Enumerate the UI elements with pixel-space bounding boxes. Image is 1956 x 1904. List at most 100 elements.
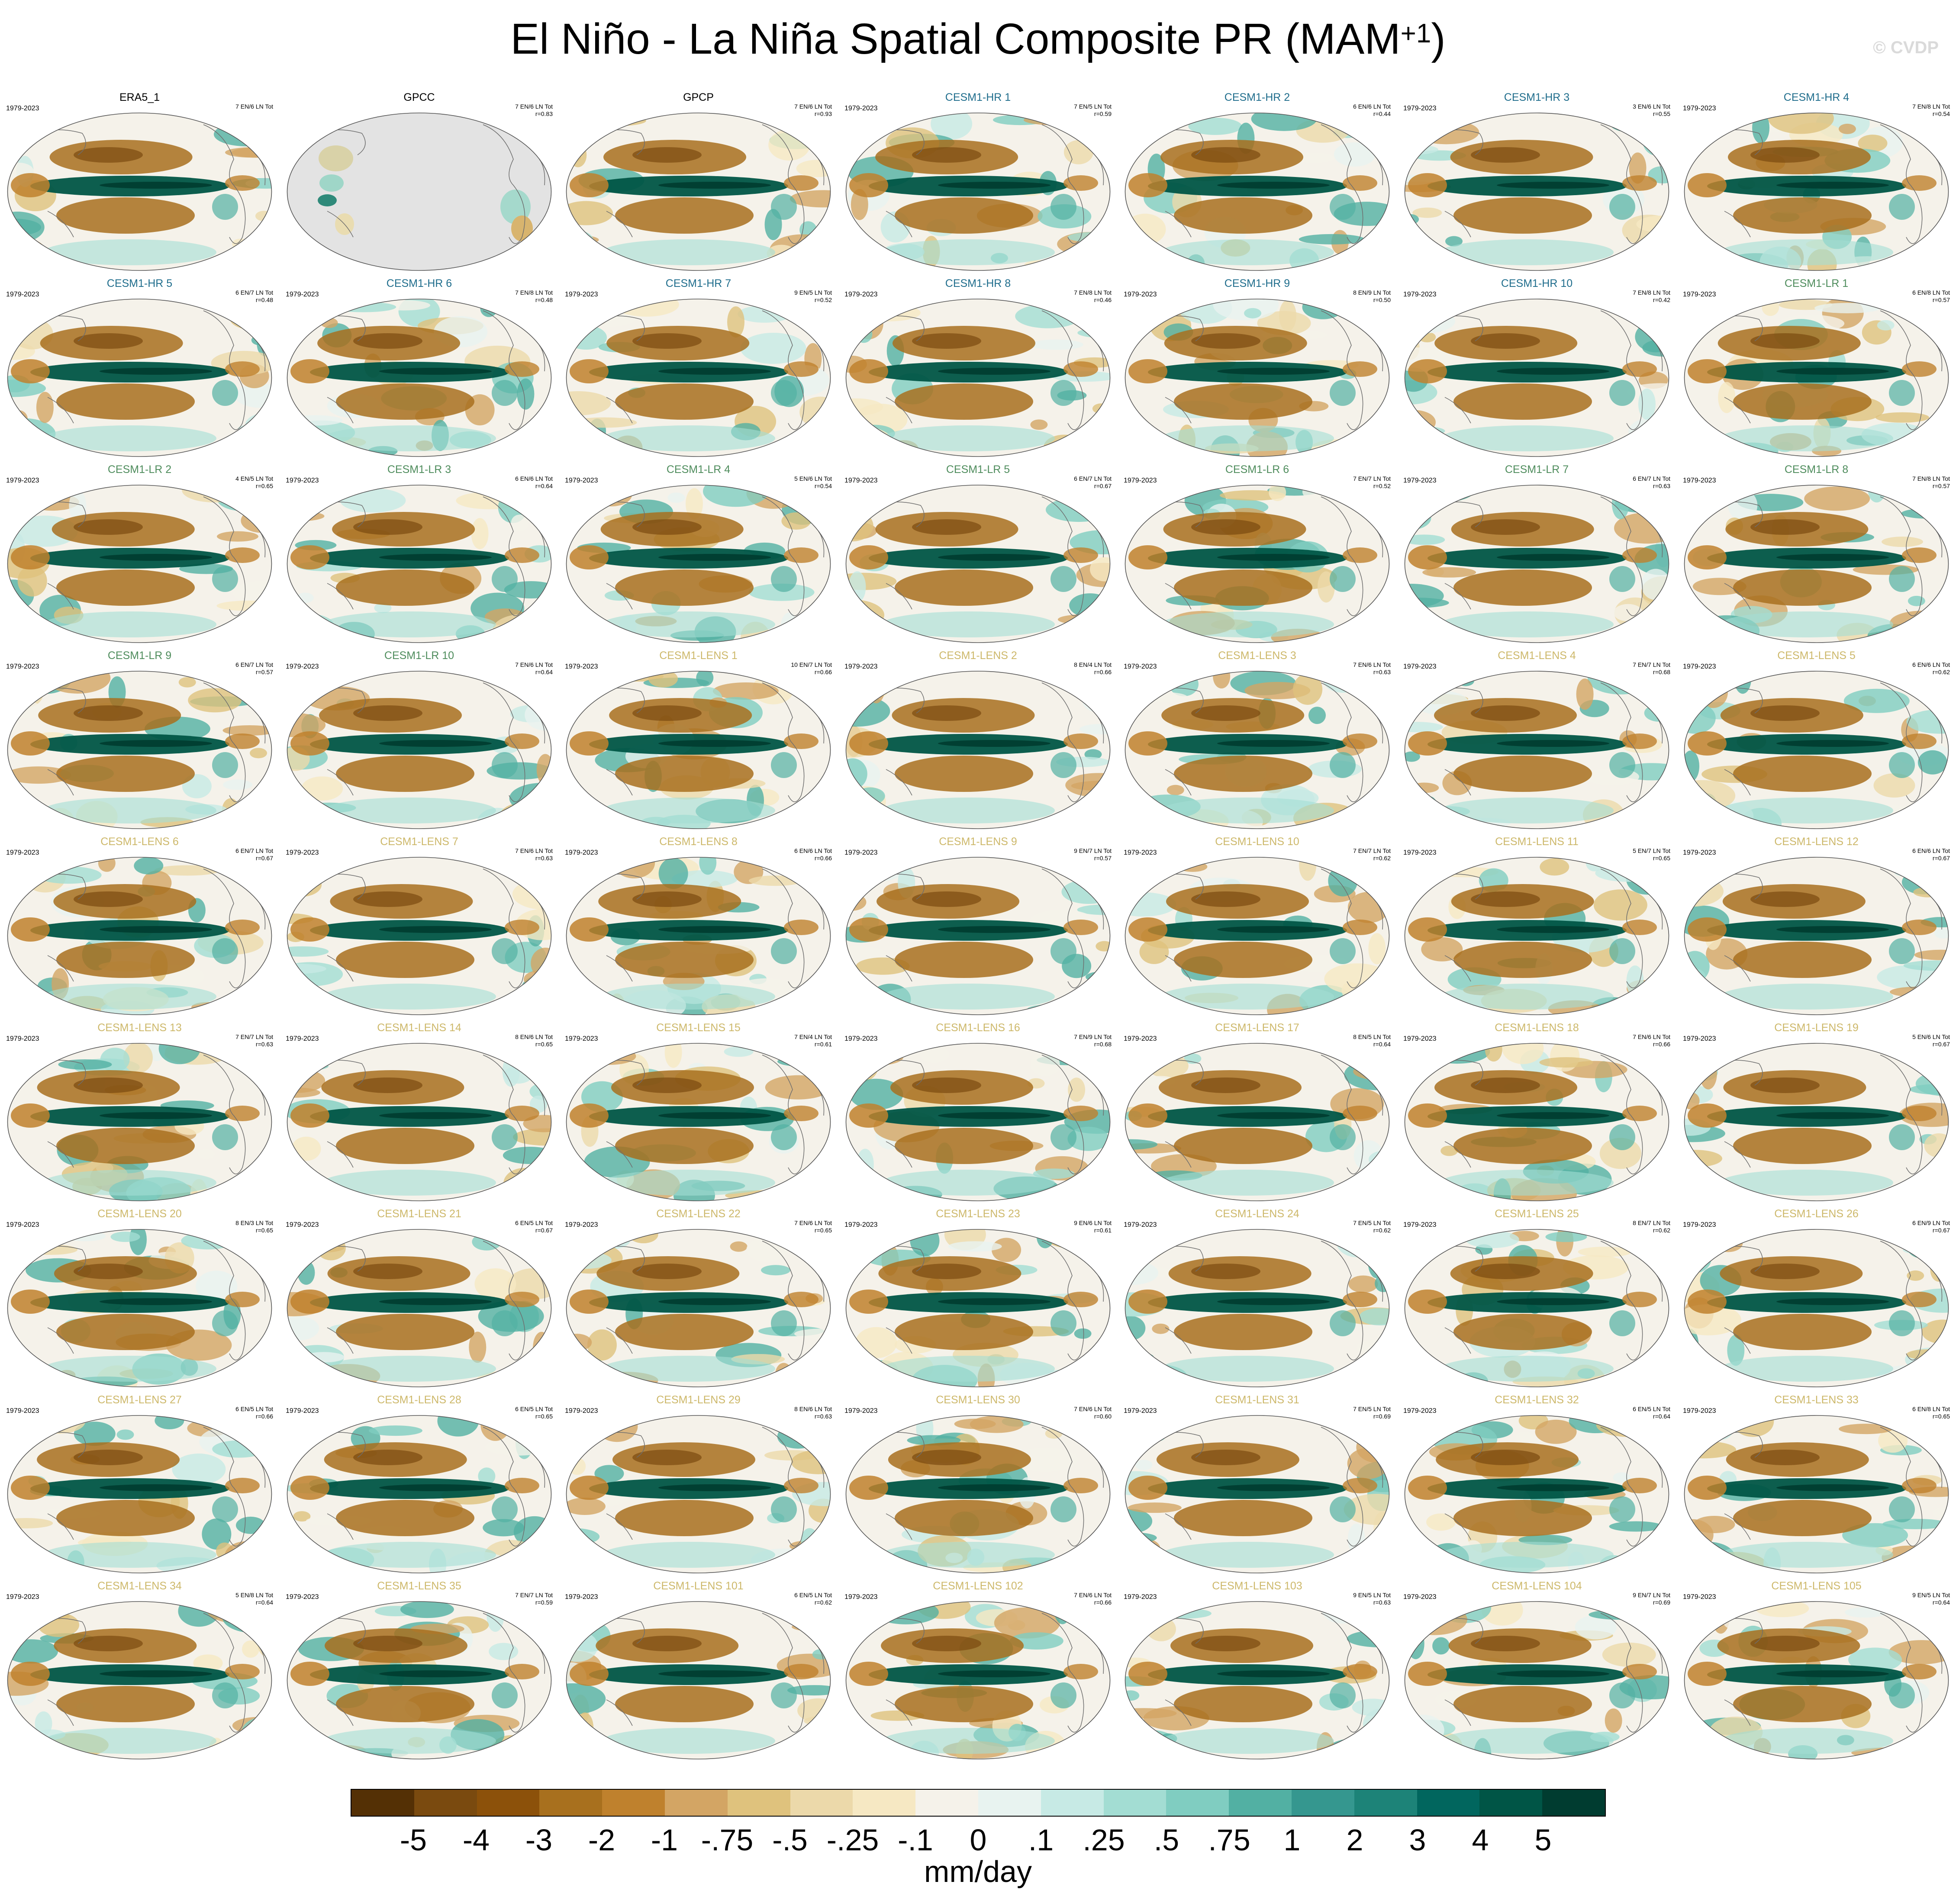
colorbar-box — [1229, 1790, 1292, 1816]
panel-title: CESM1-LENS 11 — [1495, 836, 1579, 848]
panel-years: 1979-2023 — [286, 1593, 319, 1601]
title-main: El Niño - La Niña Spatial Composite PR (… — [510, 15, 1401, 63]
panel-title: CESM1-LR 1 — [1784, 277, 1849, 289]
composite-map — [845, 299, 1111, 457]
panel-title: CESM1-LENS 4 — [1498, 650, 1576, 662]
panel-stats: 7 EN/8 LN Tot r=0.48 — [515, 289, 553, 303]
colorbar-box — [1417, 1790, 1480, 1816]
map-panel: CESM1-LENS 101 1979-2023 6 EN/5 LN Tot r=0… — [559, 1579, 838, 1766]
map-panel: CESM1-LENS 5 1979-2023 6 EN/6 LN Tot r=0.6… — [1677, 649, 1956, 835]
colorbar-box — [790, 1790, 853, 1816]
colorbar-tick-label: -.25 — [826, 1823, 879, 1857]
panel-title: GPCC — [403, 91, 435, 103]
composite-map — [1404, 113, 1669, 271]
panel-stats: 7 EN/6 LN Tot r=0.63 — [1353, 661, 1391, 675]
panel-title: CESM1-HR 10 — [1501, 277, 1573, 289]
map-panel: CESM1-LENS 8 1979-2023 6 EN/6 LN Tot r=0.6… — [559, 835, 838, 1021]
panel-stats: 6 EN/5 LN Tot r=0.62 — [794, 1592, 832, 1606]
map-panel: CESM1-LENS 14 1979-2023 8 EN/6 LN Tot r=0.… — [280, 1021, 559, 1207]
panel-title: GPCP — [683, 91, 714, 103]
map-panel: CESM1-LR 2 1979-2023 4 EN/5 LN Tot r=0.65 — [0, 463, 279, 649]
composite-map — [7, 299, 272, 457]
map-panel: CESM1-HR 4 1979-2023 7 EN/8 LN Tot r=0.54 — [1677, 91, 1956, 277]
map-panel: CESM1-LENS 33 1979-2023 6 EN/8 LN Tot r=0.… — [1677, 1393, 1956, 1579]
panel-title: CESM1-HR 3 — [1504, 91, 1570, 103]
panel-years: 1979-2023 — [1124, 477, 1157, 484]
panel-title: CESM1-LENS 16 — [936, 1022, 1020, 1034]
panel-stats: 4 EN/5 LN Tot r=0.65 — [235, 475, 273, 489]
panel-stats: 8 EN/5 LN Tot r=0.64 — [1353, 1033, 1391, 1048]
panel-years: 1979-2023 — [6, 105, 39, 112]
panel-stats: 7 EN/6 LN Tot — [235, 103, 273, 110]
panel-years: 1979-2023 — [6, 1035, 39, 1042]
panel-title: CESM1-LENS 23 — [936, 1208, 1020, 1220]
panel-years: 1979-2023 — [6, 1593, 39, 1601]
panel-title: CESM1-HR 8 — [945, 277, 1011, 289]
map-panel: CESM1-LR 5 1979-2023 6 EN/7 LN Tot r=0.67 — [838, 463, 1118, 649]
composite-map — [566, 857, 831, 1015]
map-panel: CESM1-LR 6 1979-2023 7 EN/7 LN Tot r=0.52 — [1118, 463, 1397, 649]
map-panel: CESM1-HR 1 1979-2023 7 EN/5 LN Tot r=0.59 — [838, 91, 1118, 277]
panel-years: 1979-2023 — [844, 105, 878, 112]
panel-stats: 5 EN/6 LN Tot r=0.67 — [1912, 1033, 1950, 1048]
panel-years: 1979-2023 — [1403, 477, 1437, 484]
panel-title: CESM1-LENS 7 — [380, 836, 458, 848]
panel-title: CESM1-LR 6 — [1225, 463, 1289, 476]
map-panel: CESM1-LENS 29 1979-2023 8 EN/6 LN Tot r=0.… — [559, 1393, 838, 1579]
panel-title: CESM1-LENS 105 — [1771, 1580, 1862, 1592]
panel-stats: 8 EN/3 LN Tot r=0.65 — [235, 1219, 273, 1234]
map-panel: CESM1-LENS 28 1979-2023 6 EN/5 LN Tot r=0.… — [280, 1393, 559, 1579]
panel-years: 1979-2023 — [565, 1221, 598, 1229]
panel-title: CESM1-LENS 5 — [1777, 650, 1856, 662]
map-panel: CESM1-LENS 23 1979-2023 9 EN/6 LN Tot r=0.… — [838, 1207, 1118, 1393]
panel-title: CESM1-LENS 24 — [1215, 1208, 1299, 1220]
panel-stats: 7 EN/7 LN Tot r=0.59 — [515, 1592, 553, 1606]
panel-years: 1979-2023 — [1683, 1221, 1716, 1229]
panel-stats: 7 EN/7 LN Tot r=0.52 — [1353, 475, 1391, 489]
panel-title: CESM1-LENS 14 — [377, 1022, 461, 1034]
panel-years: 1979-2023 — [844, 1221, 878, 1229]
panel-stats: 5 EN/7 LN Tot r=0.65 — [1633, 847, 1670, 862]
panel-years: 1979-2023 — [1403, 1407, 1437, 1415]
panel-grid: ERA5_1 1979-2023 7 EN/6 LN Tot GPCC 7 EN/6 L… — [0, 91, 1956, 1770]
colorbar-box — [727, 1790, 790, 1816]
panel-stats: 6 EN/7 LN Tot r=0.48 — [235, 289, 273, 303]
panel-years: 1979-2023 — [1124, 849, 1157, 856]
panel-stats: 9 EN/7 LN Tot r=0.57 — [1074, 847, 1112, 862]
colorbar-tick-label: -.75 — [701, 1823, 754, 1857]
panel-stats: 6 EN/9 LN Tot r=0.67 — [1912, 1219, 1950, 1234]
panel-stats: 6 EN/6 LN Tot r=0.44 — [1353, 103, 1391, 117]
composite-map — [1404, 1229, 1669, 1387]
map-panel: GPCC 7 EN/6 LN Tot r=0.83 — [280, 91, 559, 277]
composite-map — [845, 1043, 1111, 1201]
map-panel: CESM1-LENS 30 1979-2023 7 EN/6 LN Tot r=0.… — [838, 1393, 1118, 1579]
composite-map — [1125, 299, 1390, 457]
map-panel: CESM1-LR 10 1979-2023 7 EN/6 LN Tot r=0.64 — [280, 649, 559, 835]
panel-years: 1979-2023 — [1403, 663, 1437, 670]
colorbar-box — [1166, 1790, 1229, 1816]
panel-title: CESM1-LENS 9 — [939, 836, 1017, 848]
colorbar-tick-labels: -5 -4 -3 -2 -1 -.75 -.5 -.25 -.1 0 .1 .25 .5 .75 1 2 3 4 5 — [0, 1823, 1956, 1857]
panel-title: CESM1-LENS 103 — [1212, 1580, 1302, 1592]
panel-title: CESM1-LR 10 — [384, 650, 454, 662]
panel-title: CESM1-LENS 27 — [97, 1394, 182, 1406]
map-panel: CESM1-LENS 9 1979-2023 9 EN/7 LN Tot r=0.5… — [838, 835, 1118, 1021]
panel-title: CESM1-LENS 35 — [377, 1580, 461, 1592]
panel-title: CESM1-LENS 31 — [1215, 1394, 1299, 1406]
map-panel: CESM1-LENS 4 1979-2023 7 EN/7 LN Tot r=0.6… — [1397, 649, 1676, 835]
panel-years: 1979-2023 — [6, 1407, 39, 1415]
panel-title: CESM1-LENS 13 — [97, 1022, 182, 1034]
panel-years: 1979-2023 — [844, 477, 878, 484]
composite-map — [7, 1415, 272, 1573]
panel-years: 1979-2023 — [565, 663, 598, 670]
panel-stats: 9 EN/5 LN Tot r=0.63 — [1353, 1592, 1391, 1606]
composite-map — [1684, 485, 1949, 643]
composite-map — [287, 1043, 552, 1201]
panel-stats: 7 EN/8 LN Tot r=0.57 — [1912, 475, 1950, 489]
panel-years: 1979-2023 — [844, 849, 878, 856]
panel-years: 1979-2023 — [286, 1035, 319, 1042]
panel-years: 1979-2023 — [1683, 663, 1716, 670]
map-panel: CESM1-HR 7 1979-2023 9 EN/5 LN Tot r=0.52 — [559, 277, 838, 463]
cvdp-watermark: © CVDP — [1873, 38, 1939, 57]
panel-title: CESM1-LENS 18 — [1495, 1022, 1579, 1034]
